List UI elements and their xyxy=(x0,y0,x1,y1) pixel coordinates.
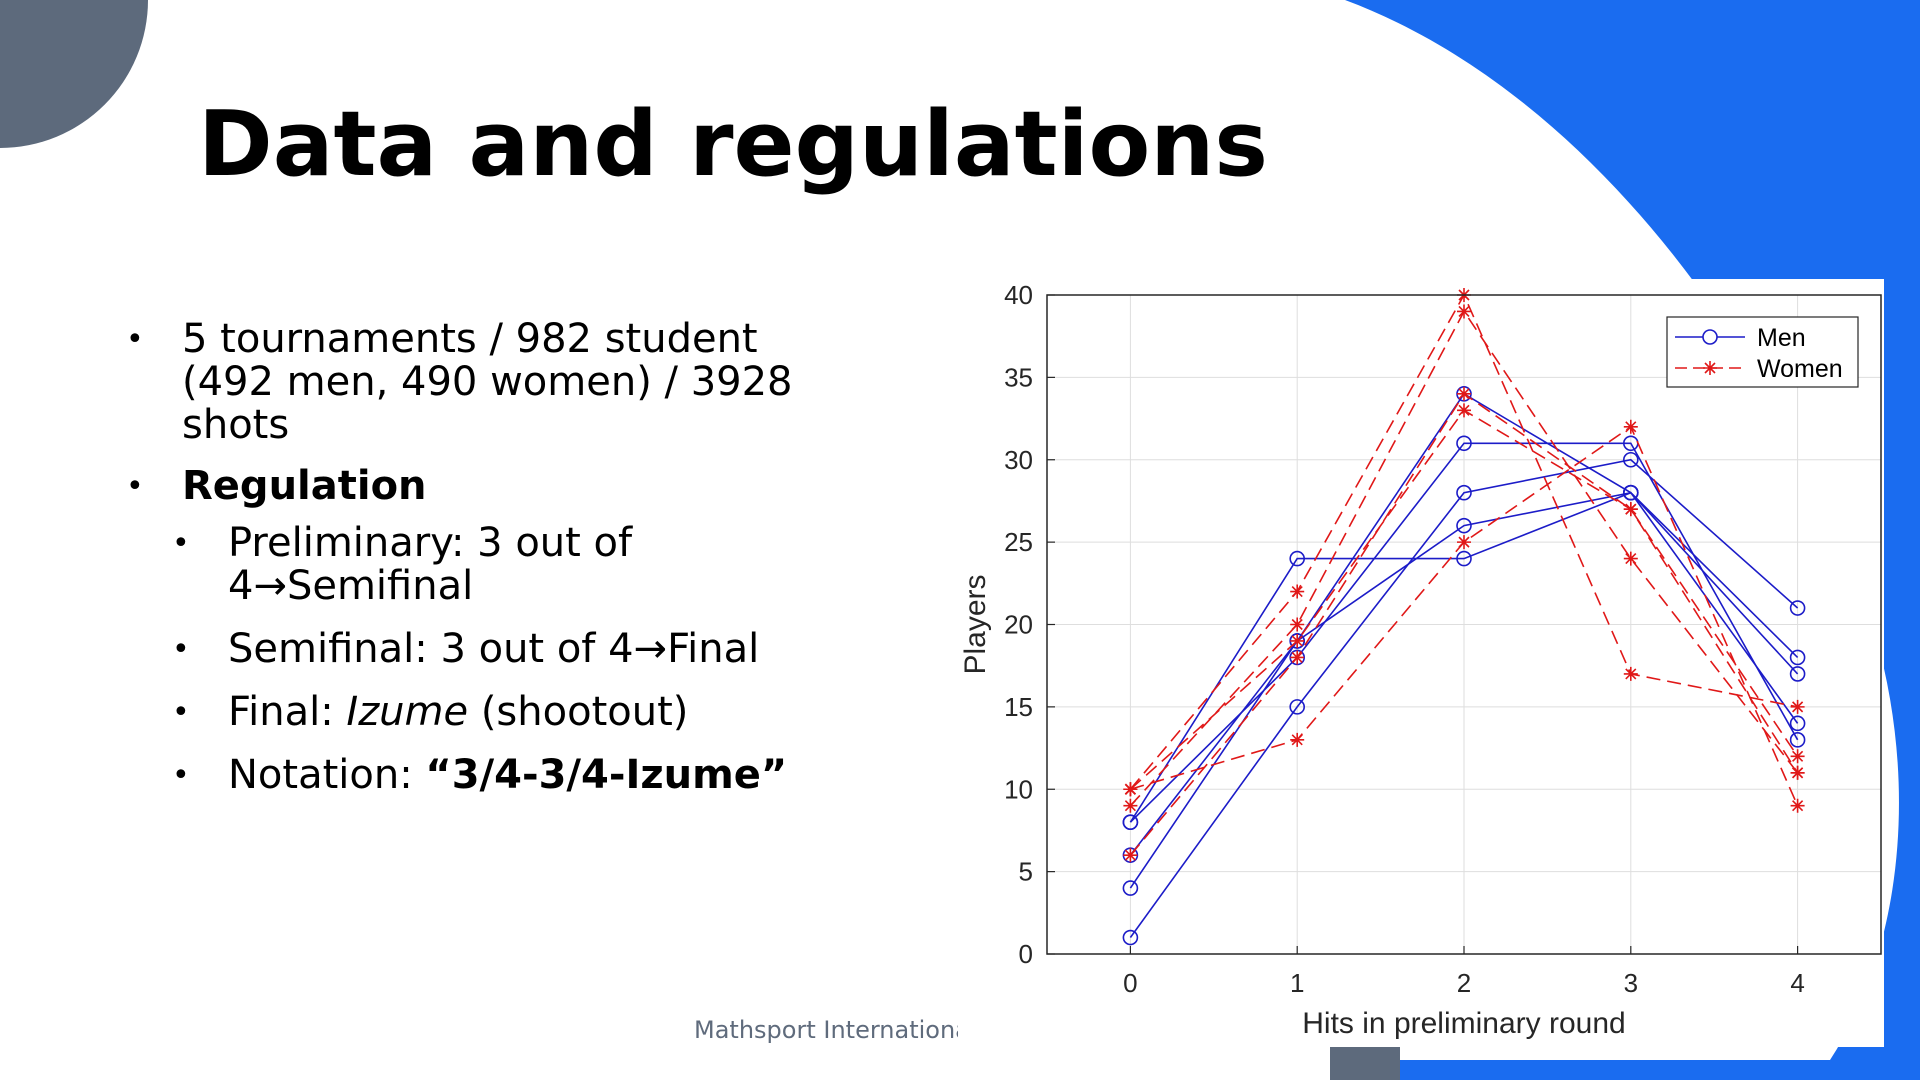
women-data-point xyxy=(1290,633,1305,648)
women-data-point xyxy=(1623,502,1638,517)
y-tick-label: 5 xyxy=(1019,857,1033,887)
men-data-point xyxy=(1289,699,1306,715)
women-data-point xyxy=(1623,551,1638,566)
x-tick-label: 3 xyxy=(1624,968,1638,998)
bullet-text-italic: Izume xyxy=(346,689,469,735)
bullet-text-suffix: (shootout) xyxy=(468,689,689,735)
men-data-point xyxy=(1789,715,1806,732)
page-title: Data and regulations xyxy=(198,92,1268,197)
bullet-dot: • xyxy=(172,695,190,730)
bullet-text-bold: “3/4-3/4-Izume” xyxy=(425,752,788,798)
grey-footer-shape xyxy=(1330,1045,1400,1080)
men-data-point xyxy=(1122,929,1139,946)
footer-text: Mathsport International xyxy=(694,1016,960,1044)
women-data-point xyxy=(1290,617,1305,632)
legend-box xyxy=(1666,316,1859,388)
bullet-text: 5 tournaments / 982 student (492 men, 49… xyxy=(182,316,793,448)
bullet-text: Regulation xyxy=(182,463,427,509)
bullet-dot: • xyxy=(172,758,190,793)
women-data-point xyxy=(1290,650,1305,665)
men-data-point xyxy=(1456,550,1472,567)
women-data-point xyxy=(1457,304,1471,319)
women-data-point xyxy=(1457,535,1471,550)
women-data-point xyxy=(1790,798,1805,813)
y-tick-label: 15 xyxy=(1004,692,1033,722)
bullet-dot: • xyxy=(172,526,190,561)
women-data-point xyxy=(1123,782,1138,797)
men-data-point xyxy=(1789,600,1806,616)
legend-women-label: Women xyxy=(1757,355,1843,383)
y-tick-label: 35 xyxy=(1004,362,1033,392)
women-data-point xyxy=(1123,848,1138,863)
men-data-point xyxy=(1789,649,1806,666)
y-axis-label: Players xyxy=(959,574,992,674)
bullet-text: Preliminary: 3 out of 4→Semifinal xyxy=(228,520,633,609)
women-data-point xyxy=(1290,584,1305,599)
y-tick-label: 10 xyxy=(1004,774,1033,804)
y-tick-label: 25 xyxy=(1004,527,1033,557)
sub-bullet-notation: • Notation: “3/4-3/4-Izume” xyxy=(120,754,820,797)
men-series-line xyxy=(1129,491,1799,823)
men-data-point xyxy=(1622,484,1639,501)
x-tick-label: 0 xyxy=(1123,968,1137,998)
men-data-point xyxy=(1456,435,1472,452)
women-data-point xyxy=(1290,732,1305,747)
women-data-point xyxy=(1790,749,1805,764)
legend-men-label: Men xyxy=(1757,324,1806,352)
men-series xyxy=(1122,451,1806,946)
y-tick-label: 30 xyxy=(1004,445,1033,475)
bullet-list: • 5 tournaments / 982 student (492 men, … xyxy=(120,318,820,817)
women-data-point xyxy=(1623,666,1638,681)
men-data-point xyxy=(1122,814,1139,831)
x-axis-label: Hits in preliminary round xyxy=(1302,1007,1625,1040)
sub-bullet-preliminary: • Preliminary: 3 out of 4→Semifinal xyxy=(120,522,820,608)
men-data-point xyxy=(1789,732,1806,748)
legend-men-marker xyxy=(1702,329,1718,345)
men-data-point xyxy=(1456,484,1472,501)
x-tick-label: 1 xyxy=(1290,968,1304,998)
chart-container: 0 5 10 15 20 25 30 35 40 0 1 2 3 4 Hits in preliminary… xyxy=(958,279,1884,1047)
sub-bullet-list: • Preliminary: 3 out of 4→Semifinal • Se… xyxy=(120,522,820,797)
women-series xyxy=(1123,419,1805,813)
men-data-point xyxy=(1789,666,1806,682)
women-series xyxy=(1123,386,1805,863)
bullet-regulation: • Regulation • Preliminary: 3 out of 4→S… xyxy=(120,465,820,797)
grey-circle-shape xyxy=(0,0,148,148)
women-data-point xyxy=(1790,765,1805,780)
x-tick-label: 2 xyxy=(1457,968,1471,998)
women-data-point xyxy=(1623,419,1638,434)
women-data-point xyxy=(1123,798,1138,813)
women-data-point xyxy=(1457,386,1471,401)
y-tick-label: 0 xyxy=(1019,939,1033,969)
y-tick-label: 20 xyxy=(1004,610,1033,640)
line-chart: 0 5 10 15 20 25 30 35 40 0 1 2 3 4 Hits in preliminary… xyxy=(959,280,1882,1040)
legend: Men Women xyxy=(1666,316,1859,388)
bullet-text-prefix: Notation: xyxy=(228,752,426,798)
bullet-dot: • xyxy=(126,469,144,504)
men-data-point xyxy=(1122,880,1139,896)
men-data-point xyxy=(1289,550,1306,567)
men-data-point xyxy=(1622,451,1639,468)
blue-corner-shape xyxy=(1345,0,1920,1080)
legend-women-marker xyxy=(1703,361,1717,375)
men-series-line xyxy=(1129,442,1799,823)
women-data-point xyxy=(1790,699,1805,714)
men-data-point xyxy=(1456,517,1472,534)
bullet-dot: • xyxy=(172,632,190,667)
men-series-line xyxy=(1129,458,1799,938)
bullet-text-prefix: Final: xyxy=(228,689,347,735)
bullet-tournaments: • 5 tournaments / 982 student (492 men, … xyxy=(120,318,820,447)
y-tick-label: 40 xyxy=(1004,280,1033,310)
x-tick-label: 4 xyxy=(1790,968,1804,998)
bullet-dot: • xyxy=(126,322,144,357)
bullet-text: Semifinal: 3 out of 4→Final xyxy=(228,626,760,672)
sub-bullet-semifinal: • Semifinal: 3 out of 4→Final xyxy=(120,628,820,671)
women-data-point xyxy=(1457,403,1471,418)
sub-bullet-final: • Final: Izume (shootout) xyxy=(120,691,820,734)
